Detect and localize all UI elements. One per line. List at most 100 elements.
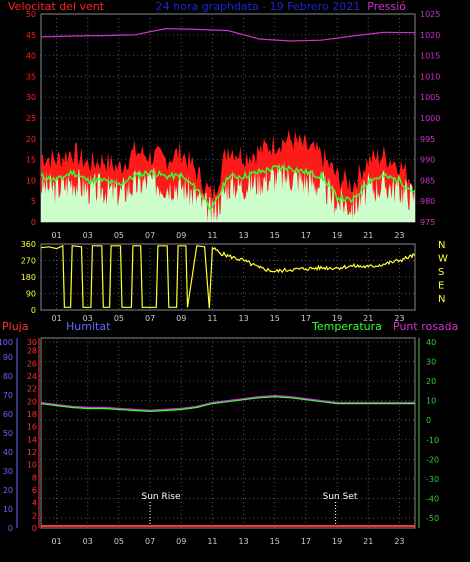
humidity-tick-label: 30 xyxy=(3,467,13,476)
temperature-label: Temperatura xyxy=(311,320,382,333)
humidity-tick-label: 10 xyxy=(3,505,13,514)
direction-tick-label: 270 xyxy=(21,257,36,266)
temperature-tick-label: 20 xyxy=(426,377,436,386)
hour-tick-label: 01 xyxy=(51,537,61,546)
hour-tick-label: 23 xyxy=(394,537,404,546)
rain-tick-label: 30 xyxy=(27,338,37,347)
humidity-tick-label: 20 xyxy=(3,486,13,495)
wind-right-tick-label: 985 xyxy=(420,176,435,185)
compass-label: W xyxy=(438,254,448,265)
humidity-tick-label: 0 xyxy=(8,524,13,533)
hour-tick-label: 05 xyxy=(114,314,124,323)
hour-tick-label: 09 xyxy=(176,231,186,240)
hour-tick-label: 21 xyxy=(363,314,373,323)
wind-right-tick-label: 1005 xyxy=(420,93,440,102)
rain-tick-label: 20 xyxy=(27,397,37,406)
wind-right-tick-label: 1000 xyxy=(420,114,440,123)
wind-direction-line xyxy=(40,244,416,309)
hour-tick-label: 03 xyxy=(83,231,93,240)
hour-tick-label: 23 xyxy=(394,314,404,323)
hour-tick-label: 11 xyxy=(207,314,217,323)
hour-tick-label: 09 xyxy=(176,314,186,323)
compass-label: S xyxy=(438,267,444,278)
hour-tick-label: 15 xyxy=(270,537,280,546)
temperature-tick-label: -20 xyxy=(426,455,439,464)
wind-left-tick-label: 30 xyxy=(26,93,36,102)
rain-tick-label: 22 xyxy=(27,385,37,394)
hour-tick-label: 21 xyxy=(363,231,373,240)
hour-tick-label: 07 xyxy=(145,231,155,240)
rain-tick-label: 26 xyxy=(27,359,37,368)
bottom-panel-frame xyxy=(40,337,416,529)
compass-label: N xyxy=(438,240,445,251)
wind-left-tick-label: 50 xyxy=(26,10,36,19)
rain-tick-label: 6 xyxy=(32,486,37,495)
rain-tick-label: 16 xyxy=(27,423,37,432)
rain-tick-label: 24 xyxy=(27,372,37,381)
pressure-line xyxy=(40,27,416,42)
dewpoint-label: Punt rosada xyxy=(393,320,458,333)
direction-series xyxy=(40,244,416,309)
wind-average-line xyxy=(40,164,416,212)
wind-left-tick-label: 40 xyxy=(26,52,36,61)
wind-left-tick-label: 15 xyxy=(26,156,36,165)
hour-tick-label: 13 xyxy=(238,314,248,323)
bottom-axes: 0102030405060708090100024681012141618202… xyxy=(0,338,439,546)
humidity-tick-label: 40 xyxy=(3,448,13,457)
bottom-series xyxy=(40,395,415,528)
rain-tick-label: 2 xyxy=(32,511,37,520)
rain-tick-label: 8 xyxy=(32,473,37,482)
pressure-title: Pressió xyxy=(367,0,406,13)
hour-tick-label: 01 xyxy=(51,231,61,240)
rain-tick-label: 10 xyxy=(27,461,37,470)
wind-right-tick-label: 1015 xyxy=(420,52,440,61)
humidity-label: Humitat xyxy=(66,320,111,333)
humidity-tick-label: 70 xyxy=(3,391,13,400)
hour-tick-label: 03 xyxy=(83,314,93,323)
hour-tick-label: 17 xyxy=(301,231,311,240)
rain-tick-label: 0 xyxy=(32,524,37,533)
wind-left-tick-label: 45 xyxy=(26,31,36,40)
temperature-tick-label: -10 xyxy=(426,436,439,445)
wind-left-tick-label: 20 xyxy=(26,135,36,144)
wind-left-tick-label: 25 xyxy=(26,114,36,123)
humidity-tick-label: 80 xyxy=(3,372,13,381)
hour-tick-label: 15 xyxy=(270,231,280,240)
hour-tick-label: 01 xyxy=(51,314,61,323)
hour-tick-label: 07 xyxy=(145,314,155,323)
temperature-tick-label: 0 xyxy=(426,416,431,425)
temperature-line xyxy=(40,396,415,413)
hour-tick-label: 17 xyxy=(301,537,311,546)
direction-tick-label: 0 xyxy=(31,306,36,315)
wind-right-tick-label: 1020 xyxy=(420,31,440,40)
wind-right-tick-label: 990 xyxy=(420,156,435,165)
wind-left-tick-label: 0 xyxy=(31,218,36,227)
wind-series xyxy=(40,27,416,222)
wind-left-tick-label: 35 xyxy=(26,72,36,81)
hour-tick-label: 05 xyxy=(114,231,124,240)
hour-tick-label: 11 xyxy=(207,231,217,240)
temperature-tick-label: 30 xyxy=(426,358,436,367)
temperature-tick-label: 10 xyxy=(426,397,436,406)
wind-axes: 0510152025303540455097598098599099510001… xyxy=(26,10,441,240)
direction-grid xyxy=(41,244,415,310)
rain-label: Pluja xyxy=(2,320,28,333)
direction-tick-label: 90 xyxy=(26,290,36,299)
compass-label: E xyxy=(438,281,444,292)
hour-tick-label: 21 xyxy=(363,537,373,546)
rain-tick-label: 18 xyxy=(27,410,37,419)
humidity-tick-label: 100 xyxy=(0,338,13,347)
hour-tick-label: 19 xyxy=(332,231,342,240)
hour-tick-label: 19 xyxy=(332,314,342,323)
temperature-tick-label: -50 xyxy=(426,514,439,523)
hour-tick-label: 05 xyxy=(114,537,124,546)
wind-right-tick-label: 1010 xyxy=(420,72,440,81)
hour-tick-label: 13 xyxy=(238,231,248,240)
compass-label: N xyxy=(438,294,445,305)
hour-tick-label: 19 xyxy=(332,537,342,546)
hour-tick-label: 13 xyxy=(238,537,248,546)
hour-tick-label: 07 xyxy=(145,537,155,546)
hour-tick-label: 17 xyxy=(301,314,311,323)
rain-tick-label: 12 xyxy=(27,448,37,457)
